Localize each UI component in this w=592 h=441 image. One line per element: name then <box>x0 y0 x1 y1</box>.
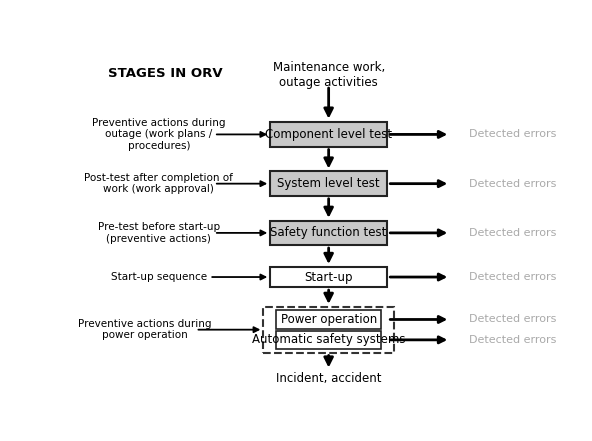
FancyBboxPatch shape <box>270 122 387 147</box>
Text: Automatic safety systems: Automatic safety systems <box>252 333 406 346</box>
Text: Safety function test: Safety function test <box>271 226 387 239</box>
Text: Preventive actions during
outage (work plans /
procedures): Preventive actions during outage (work p… <box>92 118 226 151</box>
Text: Start-up sequence: Start-up sequence <box>111 272 207 282</box>
FancyBboxPatch shape <box>276 310 381 329</box>
Text: Detected errors: Detected errors <box>469 228 556 238</box>
Text: Component level test: Component level test <box>265 128 392 141</box>
Text: Post-test after completion of
work (work approval): Post-test after completion of work (work… <box>85 173 233 194</box>
FancyBboxPatch shape <box>270 267 387 287</box>
Text: Incident, accident: Incident, accident <box>276 372 381 385</box>
Text: Detected errors: Detected errors <box>469 129 556 139</box>
Text: STAGES IN ORV: STAGES IN ORV <box>108 67 223 80</box>
FancyBboxPatch shape <box>270 220 387 245</box>
Text: Detected errors: Detected errors <box>469 272 556 282</box>
FancyBboxPatch shape <box>276 330 381 349</box>
Text: Detected errors: Detected errors <box>469 179 556 189</box>
Text: Start-up: Start-up <box>304 270 353 284</box>
Text: Pre-test before start-up
(preventive actions): Pre-test before start-up (preventive act… <box>98 222 220 244</box>
Text: Detected errors: Detected errors <box>469 335 556 345</box>
Text: Power operation: Power operation <box>281 313 377 326</box>
Text: Preventive actions during
power operation: Preventive actions during power operatio… <box>78 319 212 340</box>
FancyBboxPatch shape <box>270 172 387 196</box>
Text: Maintenance work,
outage activities: Maintenance work, outage activities <box>272 61 385 89</box>
Text: System level test: System level test <box>277 177 380 190</box>
Text: Detected errors: Detected errors <box>469 314 556 325</box>
